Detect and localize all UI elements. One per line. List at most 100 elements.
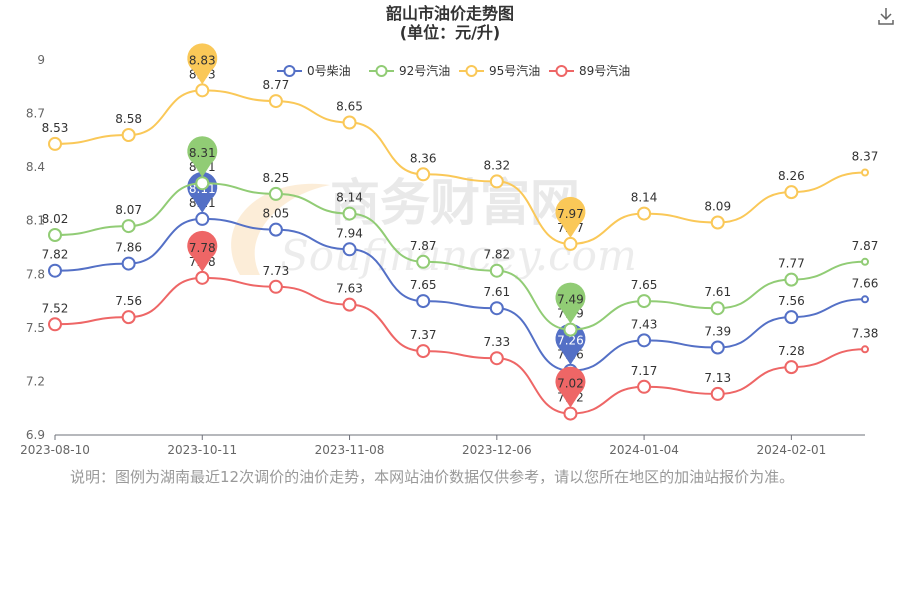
data-point bbox=[268, 94, 283, 109]
series-line bbox=[54, 89, 866, 245]
y-tick-label: 6.9 bbox=[26, 428, 45, 442]
data-label: 8.14 bbox=[631, 191, 658, 205]
marker-pin bbox=[187, 230, 218, 272]
legend-marker bbox=[375, 65, 388, 77]
marker-pin bbox=[555, 196, 586, 238]
title-line-1: 韶山市油价走势图 bbox=[385, 4, 514, 23]
data-point bbox=[342, 206, 357, 221]
series-line bbox=[54, 217, 866, 372]
watermark-logo: 商务财富网 Soufinancey.com bbox=[231, 174, 637, 280]
data-label: 8.09 bbox=[704, 200, 731, 214]
marker-label: 7.97 bbox=[557, 207, 584, 221]
x-tick-label: 2024-01-04 bbox=[609, 443, 679, 457]
data-label: 8.37 bbox=[852, 150, 879, 164]
series-2: 8.53 8.58 8.83 8.77 8.65 8.36 8.32 7.97 8.14 8.09… bbox=[42, 43, 879, 251]
marker-label: 7.02 bbox=[557, 377, 584, 391]
data-label: 7.28 bbox=[778, 344, 805, 358]
legend-label: 89号汽油 bbox=[579, 63, 630, 78]
data-point bbox=[48, 136, 62, 151]
data-label: 7.17 bbox=[631, 364, 658, 378]
legend-label: 0号柴油 bbox=[307, 64, 351, 78]
data-label: 7.43 bbox=[631, 317, 658, 331]
series-line bbox=[54, 276, 866, 415]
marker-pin bbox=[187, 136, 218, 178]
x-tick-label: 2023-12-06 bbox=[462, 443, 532, 457]
series-1: 8.02 8.07 8.31 8.25 8.14 7.87 7.82 7.49 7.65 7.61… bbox=[42, 136, 878, 337]
data-label: 8.36 bbox=[410, 151, 437, 165]
marker-pin bbox=[555, 323, 586, 365]
marker-label: 7.49 bbox=[557, 293, 584, 307]
data-point bbox=[195, 83, 210, 98]
data-point bbox=[121, 256, 136, 271]
y-tick-label: 7.2 bbox=[26, 374, 45, 388]
data-label: 7.33 bbox=[483, 335, 510, 349]
legend-marker bbox=[283, 65, 296, 77]
data-point bbox=[710, 215, 725, 230]
data-point bbox=[784, 360, 799, 375]
x-tick-label: 2023-08-10 bbox=[20, 443, 90, 457]
data-point bbox=[710, 340, 725, 355]
chart-title: 韶山市油价走势图 (单位：元/升) bbox=[0, 4, 900, 42]
legend-item-0: 0号柴油 bbox=[277, 64, 351, 78]
data-point bbox=[563, 322, 578, 337]
data-label: 7.61 bbox=[483, 285, 510, 299]
data-label: 8.02 bbox=[42, 212, 69, 226]
data-label: 7.87 bbox=[410, 239, 437, 253]
data-point bbox=[121, 219, 136, 234]
marker-label: 7.78 bbox=[189, 241, 216, 255]
data-point bbox=[268, 279, 283, 294]
data-point bbox=[416, 167, 431, 182]
data-point bbox=[121, 128, 136, 142]
data-label: 7.13 bbox=[704, 371, 731, 385]
data-point bbox=[637, 206, 652, 221]
legend-label: 92号汽油 bbox=[399, 63, 450, 78]
data-point bbox=[489, 263, 504, 278]
data-point bbox=[637, 379, 652, 394]
data-point bbox=[48, 228, 62, 242]
x-tick-label: 2024-02-01 bbox=[756, 443, 826, 457]
data-label: 8.53 bbox=[42, 121, 69, 135]
y-tick-label: 8.4 bbox=[26, 160, 45, 174]
marker-pin bbox=[187, 171, 218, 213]
data-point bbox=[48, 317, 62, 332]
series-0: 7.827.868.118.057.947.657.617.267.437.39… bbox=[42, 171, 879, 378]
legend-marker bbox=[465, 65, 478, 77]
marker-label: 7.26 bbox=[557, 334, 584, 348]
data-point bbox=[489, 351, 504, 366]
data-label: 7.65 bbox=[631, 278, 658, 292]
data-point bbox=[784, 272, 799, 287]
data-label: 7.61 bbox=[704, 285, 731, 299]
data-label: 7.52 bbox=[42, 301, 69, 315]
series-3: 7.52 7.56 7.78 7.73 7.63 7.37 7.33 7.02 7.17 7.13… bbox=[42, 230, 878, 421]
download-icon[interactable] bbox=[876, 6, 896, 26]
data-label: 7.94 bbox=[336, 226, 363, 240]
data-point bbox=[563, 236, 578, 251]
data-point bbox=[710, 386, 725, 401]
data-label: 7.39 bbox=[704, 325, 731, 339]
data-point bbox=[861, 295, 869, 304]
legend-label: 95号汽油 bbox=[489, 63, 540, 78]
data-point bbox=[637, 333, 652, 348]
y-tick-label: 8.7 bbox=[26, 107, 45, 121]
data-label: 7.63 bbox=[336, 282, 363, 296]
chart-note: 说明：图例为湖南最近12次调价的油价走势，本网站油价数据仅供参考，请以您所在地区… bbox=[70, 468, 795, 486]
data-point bbox=[268, 186, 283, 201]
legend-marker bbox=[555, 65, 568, 77]
data-point bbox=[416, 344, 431, 359]
watermark-en: Soufinancey.com bbox=[280, 231, 637, 280]
data-point bbox=[342, 242, 357, 257]
data-point bbox=[195, 211, 210, 226]
data-label: 8.77 bbox=[263, 78, 290, 92]
data-label: 7.56 bbox=[115, 294, 142, 308]
data-label: 8.65 bbox=[336, 100, 363, 114]
marker-label: 8.83 bbox=[189, 53, 216, 67]
y-tick-label: 7.5 bbox=[26, 321, 45, 335]
data-point bbox=[861, 345, 869, 354]
y-tick-label: 7.8 bbox=[26, 267, 45, 281]
data-label: 7.65 bbox=[410, 278, 437, 292]
y-tick-label: 9 bbox=[37, 53, 45, 67]
data-label: 7.66 bbox=[852, 276, 879, 290]
marker-pin bbox=[555, 282, 586, 324]
data-label: 7.86 bbox=[115, 241, 142, 255]
data-point bbox=[268, 222, 283, 237]
